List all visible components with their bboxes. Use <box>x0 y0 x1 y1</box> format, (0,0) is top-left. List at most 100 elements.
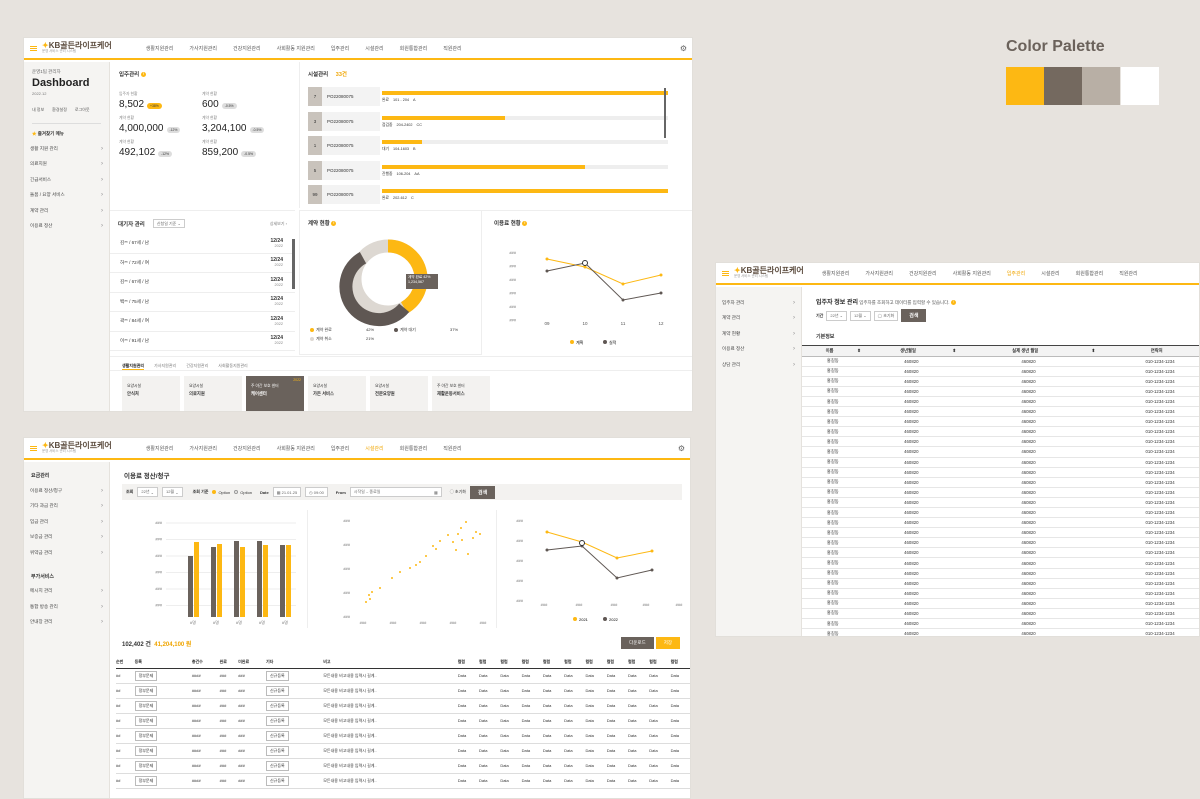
sidebar-item[interactable]: 긴급서비스 › <box>24 172 109 188</box>
nav-item[interactable]: 회원통합관리 <box>399 45 428 52</box>
year-select[interactable]: 22년 ⌄ <box>826 310 847 321</box>
table-row[interactable]: 홍길동 460820 460820 010-1234-1234 <box>802 436 1199 448</box>
nav-item[interactable]: 시설관리 <box>365 45 384 52</box>
column-header[interactable]: 실제 생년 월일 ⬍ <box>958 346 1099 357</box>
nav-item[interactable]: 생활지원관리 <box>145 45 174 52</box>
nav-item[interactable]: 회원통합관리 <box>399 445 428 452</box>
table-row[interactable]: 홍길동 460820 460820 010-1234-1234 <box>802 386 1199 397</box>
nav-item[interactable]: 사회활동 지원관리 <box>952 270 991 277</box>
sidebar-item[interactable]: 기타 과금 관리 › <box>24 499 109 515</box>
sidebar-item[interactable]: 이용료 정산 › <box>716 342 801 358</box>
tab-item[interactable]: 건강지원관리 <box>186 363 209 368</box>
sidebar-item[interactable]: 이용료 정산/청구 › <box>24 483 109 499</box>
column-header[interactable]: 비고 <box>323 656 458 669</box>
waitlist-row[interactable]: 김** / 67세 / 남 12/24 2022 <box>110 234 295 254</box>
column-header[interactable]: 컬럼 <box>564 656 586 669</box>
table-row[interactable]: 홍길동 460820 460820 010-1234-1234 <box>802 446 1199 458</box>
reset-button[interactable]: ◯ 초기화 <box>873 310 899 321</box>
column-header[interactable]: 기타 <box>266 656 324 669</box>
sort-icon[interactable]: ⬍ <box>952 347 956 353</box>
menu-icon[interactable] <box>30 45 37 51</box>
table-row[interactable]: 홍길동 460820 460820 010-1234-1234 <box>802 467 1199 478</box>
waitlist-row[interactable]: 김** / 67세 / 남 12/24 2022 <box>110 273 295 293</box>
sidebar-item[interactable]: 입금 관리 › <box>24 514 109 530</box>
search-button[interactable]: 검색 <box>469 485 496 499</box>
nav-item[interactable]: 건강지원관리 <box>233 445 261 452</box>
tab-item[interactable]: 생활지원관리 <box>122 363 145 370</box>
year-select[interactable]: 22년 ⌄ <box>137 487 158 497</box>
info-icon[interactable]: ! <box>950 300 956 306</box>
table-row[interactable]: 홍길동 460820 460820 010-1234-1234 <box>802 507 1199 519</box>
menu-icon[interactable] <box>30 445 37 451</box>
table-row[interactable]: 홍길동 460820 460820 010-1234-1234 <box>802 406 1199 418</box>
scrollbar[interactable] <box>292 239 295 289</box>
logout-link[interactable]: 로그아웃 <box>74 107 90 112</box>
facility-row[interactable]: 1 PO22080075 대기 104-1603 B <box>308 136 672 155</box>
logo[interactable]: ✦KB골든라이프케어 운영 서비스 관리 시스템 <box>734 266 804 279</box>
facility-card[interactable]: 요양시설 의료지원 <box>184 376 242 411</box>
table-row[interactable]: 홍길동 460820 460820 010-1234-1234 <box>802 557 1199 569</box>
gear-icon[interactable]: ⚙ <box>677 444 685 453</box>
status-select[interactable]: 정부문제 <box>134 685 158 696</box>
column-header[interactable]: 컬럼 <box>628 656 650 669</box>
facility-row[interactable]: 5 PO22080075 진행중 106-204 AA <box>308 160 672 180</box>
sidebar-item[interactable]: 계약 관리 › <box>24 203 109 219</box>
date-field[interactable]: ▦ 21.01.25 <box>272 487 302 497</box>
settings-link[interactable]: 환경설정 <box>52 107 67 112</box>
waitlist-row[interactable]: 허** / 72세 / 여 12/24 2022 <box>110 254 295 273</box>
nav-item[interactable]: 가사지원관리 <box>189 445 217 452</box>
column-header[interactable]: 미완료 <box>238 656 266 669</box>
info-icon[interactable]: ! <box>522 221 528 227</box>
table-row[interactable]: 홍길동 460820 460820 010-1234-1234 <box>802 628 1199 636</box>
column-header[interactable]: 연락처⬍ <box>1098 346 1199 357</box>
nav-item[interactable]: 입주관리 <box>330 45 350 52</box>
register-button[interactable]: 신규등록 <box>266 715 289 726</box>
column-header[interactable]: 순번 <box>116 656 135 669</box>
table-row[interactable]: ## 정부문제 #### ### ### 신규등록 모든내용 비고내용 입력시 길게.. Da… <box>116 668 690 684</box>
table-row[interactable]: 홍길동 460820 460820 010-1234-1234 <box>802 517 1199 529</box>
sort-icon[interactable]: ⬍ <box>1091 347 1096 353</box>
column-header[interactable]: 컬럼 <box>649 656 671 669</box>
sidebar-item[interactable]: 의료지원 › <box>24 157 109 173</box>
nav-item[interactable]: 사회활동 지원관리 <box>276 45 315 52</box>
nav-item[interactable]: 직원관리 <box>443 45 462 52</box>
facility-row[interactable]: 3 PO22080075 점검중 204-2402 CC <box>308 111 672 131</box>
info-icon[interactable]: ! <box>140 72 146 78</box>
sidebar-item[interactable]: 계약 현황 › <box>716 326 801 342</box>
more-link[interactable]: 상세보기 › <box>269 220 287 226</box>
nav-item[interactable]: 건강지원관리 <box>233 45 261 52</box>
table-row[interactable]: 홍길동 460820 460820 010-1234-1234 <box>802 568 1199 579</box>
table-row[interactable]: 홍길동 460820 460820 010-1234-1234 <box>802 578 1199 589</box>
nav-item[interactable]: 가사지원관리 <box>865 270 893 277</box>
column-header[interactable]: 컬럼 <box>606 656 628 669</box>
table-row[interactable]: 홍길동 460820 460820 010-1234-1234 <box>802 547 1199 559</box>
table-row[interactable]: 홍길동 460820 460820 010-1234-1234 <box>802 356 1199 367</box>
date-range-field[interactable]: 시작일 ~ 종료일 ▦ <box>349 487 442 497</box>
status-select[interactable]: 정부문제 <box>134 775 158 786</box>
facility-card[interactable]: 요양시설 안식처 <box>122 376 180 411</box>
column-header[interactable]: 컬럼 <box>585 656 607 669</box>
reset-button[interactable]: ◯ 초기화 <box>449 489 466 494</box>
sidebar-item[interactable]: 통합 방송 관리 › <box>24 599 109 615</box>
sidebar-item[interactable]: 입주자 관리 › <box>716 295 801 311</box>
gear-icon[interactable]: ⚙ <box>679 44 687 53</box>
logo[interactable]: ✦KB골든라이프케어 운영 서비스 관리 시스템 <box>42 41 112 54</box>
my-info-link[interactable]: 내 정보 <box>32 107 45 112</box>
table-row[interactable]: 홍길동 460820 460820 010-1234-1234 <box>802 376 1199 387</box>
filter-select[interactable]: 신청일 기준 ⌄ <box>152 219 185 228</box>
status-select[interactable]: 정부문제 <box>134 700 158 711</box>
table-row[interactable]: ## 정부문제 #### ### ### 신규등록 모든내용 비고내용 입력시 길게.. Da… <box>116 683 690 699</box>
status-select[interactable]: 정부문제 <box>134 670 158 681</box>
column-header[interactable]: 컬럼 <box>479 656 501 669</box>
column-header[interactable]: 생년월일 ⬍ <box>863 346 959 357</box>
column-header[interactable]: 완료 <box>219 656 239 669</box>
register-button[interactable]: 신규등록 <box>266 700 289 711</box>
column-header[interactable]: 이름 ⬍ <box>802 346 864 357</box>
facility-card[interactable]: 요양시설 가든 서비스 <box>308 376 366 411</box>
table-row[interactable]: ## 정부문제 #### ### ### 신규등록 모든내용 비고내용 입력시 길게.. Da… <box>116 713 690 729</box>
menu-icon[interactable] <box>722 270 729 276</box>
column-header[interactable]: 컬럼 <box>670 656 690 669</box>
table-row[interactable]: 홍길동 460820 460820 010-1234-1234 <box>802 598 1199 609</box>
sidebar-item[interactable]: 계약 관리 › <box>716 311 801 327</box>
waitlist-row[interactable]: 이** / 91세 / 남 12/24 2022 <box>110 332 295 351</box>
